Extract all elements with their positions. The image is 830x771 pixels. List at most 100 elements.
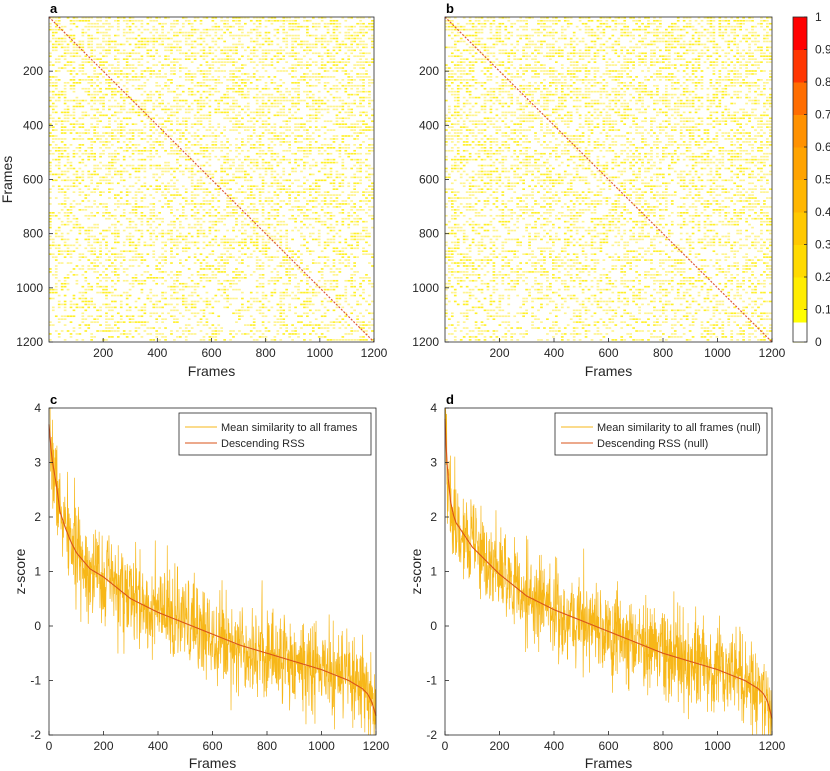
heatmap-cell [211,28,215,31]
heatmap-cell [329,212,333,214]
heatmap-cell [285,256,289,258]
heatmap-cell [75,17,79,19]
heatmap-cell [255,212,259,214]
heatmap-cell [220,96,224,99]
heatmap-cell [99,58,102,60]
heatmap-cell [205,194,209,196]
heatmap-cell [170,194,173,196]
heatmap-cell [99,176,102,179]
heatmap-cell [294,158,297,161]
heatmap-cell [72,67,76,69]
heatmap-cell [114,253,117,255]
heatmap-cell [347,96,351,99]
heatmap-cell [149,19,153,22]
heatmap-cell [335,90,339,93]
heatmap-cell [246,105,250,108]
heatmap-cell [181,155,185,158]
heatmap-cell [140,40,144,43]
heatmap-cell [267,87,271,90]
heatmap-cell [214,259,218,261]
heatmap-cell [226,93,229,96]
heatmap-cell [176,161,179,164]
heatmap-cell [241,90,244,93]
heatmap-cell [111,214,114,217]
heatmap-cell [108,229,111,232]
heatmap-cell [176,167,179,170]
heatmap-cell [249,40,253,43]
heatmap-cell [105,259,108,261]
heatmap-cell [108,155,111,158]
heatmap-cell [246,58,250,60]
heatmap-cell [246,164,250,167]
heatmap-cell [276,28,280,31]
heatmap-cell [93,25,96,28]
heatmap-cell [241,214,244,217]
heatmap-cell [344,291,348,294]
heatmap-cell [193,76,197,78]
heatmap-cell [365,197,368,199]
heatmap-cell [179,52,182,55]
heatmap-cell [128,28,132,31]
heatmap-cell [69,185,73,188]
heatmap-cell [332,179,336,182]
heatmap-cell [235,149,238,152]
heatmap-cell [267,99,271,102]
heatmap-cell [49,99,52,102]
heatmap-cell [362,191,365,193]
heatmap-cell [353,164,356,167]
heatmap-cell [202,126,206,128]
heatmap-cell [69,64,73,66]
heatmap-cell [193,256,197,258]
heatmap-cell [193,244,197,247]
heatmap-cell [170,25,173,28]
heatmap-cell [196,102,200,105]
heatmap-cell [320,67,324,69]
heatmap-cell [93,70,96,72]
heatmap-cell [282,70,286,72]
heatmap-cell [350,238,354,241]
heatmap-cell [193,285,197,288]
heatmap-cell [211,79,215,81]
heatmap-cell [196,259,200,261]
heatmap-cell [72,52,76,55]
heatmap-cell [75,102,79,105]
heatmap-cell [261,61,265,63]
heatmap-cell [111,291,114,294]
heatmap-cell [223,271,226,273]
heatmap-cell [297,52,300,55]
heatmap-cell [184,43,188,46]
heatmap-cell [365,200,368,202]
heatmap-cell [356,90,359,93]
heatmap-cell [93,49,96,52]
heatmap-cell [238,114,241,117]
heatmap-cell [131,58,135,60]
heatmap-cell [341,108,345,111]
heatmap-cell [294,197,297,199]
heatmap-cell [105,235,108,238]
heatmap-cell [134,214,138,217]
heatmap-cell [205,235,209,238]
heatmap-cell [285,232,289,235]
heatmap-cell [131,164,135,167]
heatmap-cell [131,220,135,223]
heatmap-cell [356,217,359,220]
heatmap-cell [122,170,126,173]
heatmap-cell [122,241,126,244]
heatmap-cell [232,214,235,217]
heatmap-cell [362,90,365,93]
heatmap-cell [81,64,85,66]
heatmap-cell [87,194,91,196]
heatmap-cell [202,40,206,43]
heatmap-cell [90,250,94,253]
heatmap-cell [184,241,188,244]
heatmap-cell [187,223,191,226]
heatmap-cell [155,141,159,143]
heatmap-cell [202,277,206,279]
heatmap-cell [232,212,235,214]
heatmap-cell [246,247,250,250]
heatmap-cell [294,265,297,267]
heatmap-cell [320,64,324,66]
heatmap-cell [338,87,342,90]
heatmap-cell [155,214,159,217]
heatmap-cell [208,212,212,214]
